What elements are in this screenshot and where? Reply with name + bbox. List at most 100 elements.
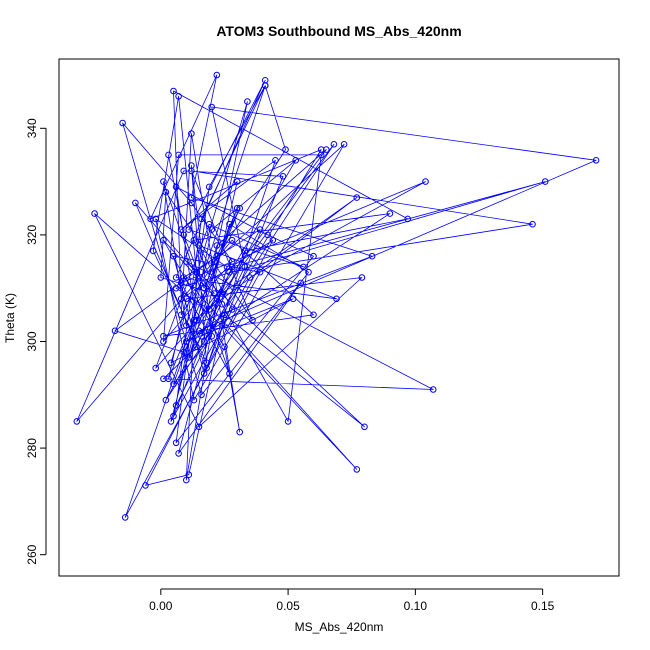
x-axis: 0.00 0.05 0.10 0.15 bbox=[149, 588, 555, 613]
y-tick-label: 260 bbox=[25, 544, 39, 564]
data-point bbox=[193, 268, 200, 276]
data-point bbox=[149, 247, 157, 255]
data-point bbox=[205, 306, 213, 313]
data-point bbox=[213, 71, 221, 79]
data-point bbox=[228, 306, 236, 313]
data-point bbox=[200, 338, 208, 345]
data-point bbox=[529, 220, 536, 228]
data-point bbox=[244, 98, 251, 105]
data-point bbox=[330, 141, 338, 148]
x-tick-label: 0.00 bbox=[149, 599, 173, 613]
data-point bbox=[205, 220, 213, 228]
data-point bbox=[185, 471, 193, 479]
data-point bbox=[205, 183, 213, 191]
data-point bbox=[185, 226, 193, 233]
data-point bbox=[175, 450, 182, 457]
chart-title: ATOM3 Southbound MS_Abs_420nm bbox=[216, 23, 461, 39]
data-point bbox=[361, 423, 368, 431]
data-point bbox=[195, 327, 203, 335]
data-point bbox=[180, 231, 187, 239]
data-point bbox=[246, 274, 254, 281]
data-point bbox=[323, 146, 330, 153]
data-point bbox=[190, 236, 198, 244]
y-axis: 260 280 300 320 340 bbox=[25, 118, 47, 565]
data-point bbox=[353, 466, 361, 473]
series-line bbox=[76, 74, 597, 518]
data-point bbox=[541, 178, 549, 185]
data-point bbox=[208, 226, 215, 233]
data-point bbox=[300, 263, 307, 271]
data-point bbox=[228, 236, 236, 244]
data-point bbox=[160, 332, 167, 340]
data-point bbox=[261, 77, 269, 84]
data-point bbox=[160, 178, 167, 185]
data-point bbox=[170, 380, 177, 388]
data-point bbox=[264, 231, 272, 239]
data-point bbox=[177, 226, 185, 233]
series-points bbox=[73, 71, 600, 521]
data-point bbox=[170, 87, 177, 95]
data-point bbox=[317, 146, 325, 153]
data-point bbox=[213, 295, 221, 303]
data-point bbox=[429, 386, 437, 393]
data-point bbox=[213, 252, 221, 260]
data-point bbox=[172, 284, 180, 292]
data-point bbox=[218, 290, 226, 297]
data-point bbox=[208, 332, 215, 340]
y-tick-label: 300 bbox=[25, 331, 39, 351]
data-point bbox=[160, 236, 167, 244]
data-point bbox=[241, 247, 249, 255]
y-axis-label: Theta (K) bbox=[3, 293, 17, 343]
data-point bbox=[111, 327, 119, 335]
data-point bbox=[203, 364, 210, 372]
data-point bbox=[165, 151, 172, 159]
data-point bbox=[592, 157, 600, 164]
data-point bbox=[208, 103, 215, 111]
data-point bbox=[152, 215, 159, 223]
data-point bbox=[422, 178, 429, 185]
data-point bbox=[190, 316, 198, 324]
data-point bbox=[177, 311, 185, 319]
data-point bbox=[241, 263, 249, 271]
x-tick-label: 0.10 bbox=[404, 599, 428, 613]
data-point bbox=[180, 274, 187, 281]
data-point bbox=[269, 236, 277, 244]
data-point bbox=[147, 215, 154, 223]
x-tick-label: 0.15 bbox=[531, 599, 555, 613]
data-point bbox=[279, 173, 287, 180]
data-point bbox=[193, 316, 200, 324]
y-tick-label: 320 bbox=[25, 225, 39, 245]
data-point bbox=[172, 183, 180, 191]
plot-frame bbox=[58, 58, 620, 577]
data-point bbox=[177, 295, 185, 303]
data-point bbox=[177, 279, 185, 287]
data-point bbox=[183, 338, 190, 345]
data-point bbox=[198, 332, 205, 340]
data-point bbox=[297, 279, 305, 287]
data-point bbox=[170, 412, 177, 420]
data-point bbox=[183, 258, 190, 265]
data-point bbox=[162, 188, 170, 196]
x-axis-label: MS_Abs_420nm bbox=[295, 620, 384, 634]
data-point bbox=[198, 391, 205, 399]
data-point bbox=[190, 396, 198, 404]
data-point bbox=[289, 295, 297, 303]
data-point bbox=[172, 439, 180, 447]
data-point bbox=[233, 204, 241, 212]
data-point bbox=[200, 370, 208, 377]
data-point bbox=[175, 151, 182, 159]
y-tick-label: 340 bbox=[25, 118, 39, 138]
data-point bbox=[218, 322, 226, 329]
data-point bbox=[160, 375, 167, 383]
data-point bbox=[188, 194, 195, 201]
data-point bbox=[195, 242, 203, 249]
data-point bbox=[162, 396, 170, 404]
data-point bbox=[236, 428, 243, 436]
data-point bbox=[353, 194, 361, 201]
data-point bbox=[305, 268, 312, 276]
data-point bbox=[368, 252, 376, 260]
data-point bbox=[91, 210, 98, 217]
data-point bbox=[249, 316, 256, 324]
data-point bbox=[226, 268, 233, 276]
